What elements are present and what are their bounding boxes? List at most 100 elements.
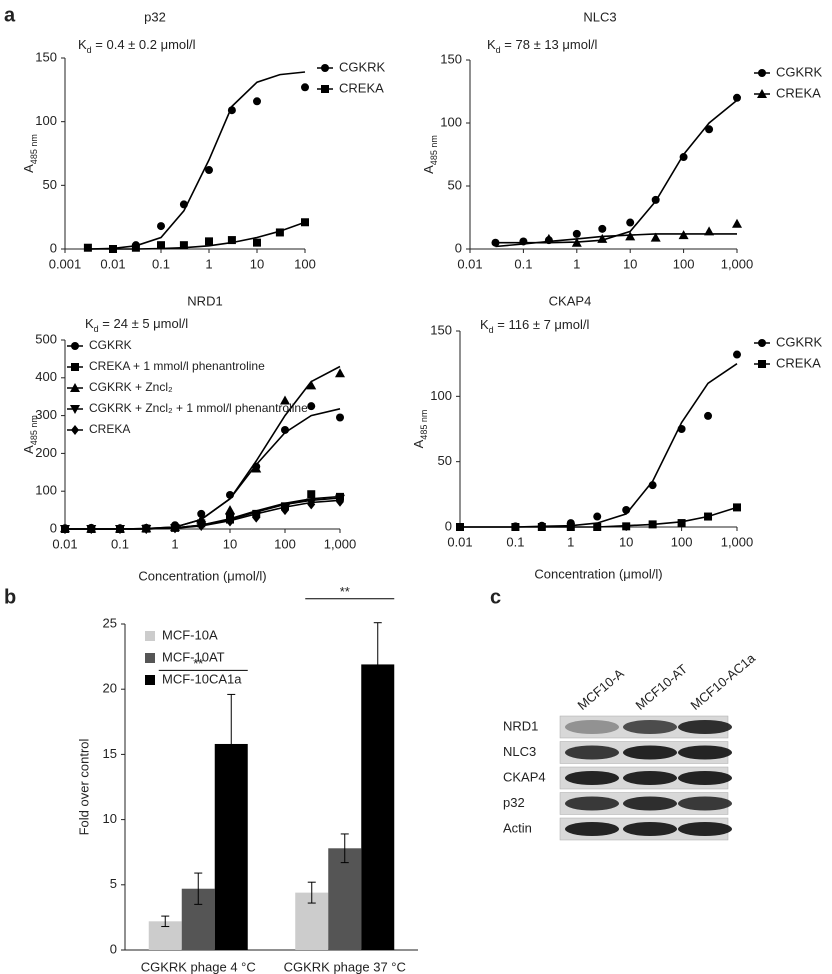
marker [593, 523, 602, 531]
bar [328, 848, 362, 950]
y-tick-label: 0 [110, 941, 117, 956]
y-tick-label: 100 [35, 113, 57, 128]
marker [307, 490, 316, 499]
marker [87, 524, 96, 534]
marker [157, 241, 165, 250]
y-tick-label: 5 [110, 876, 117, 891]
x-tick-label: 0.1 [152, 256, 170, 271]
fit-line [460, 363, 738, 528]
legend-label: MCF-10AT [162, 649, 225, 664]
x-tick-label: 1,000 [721, 534, 754, 549]
y-axis-label-sub: 485 nm [29, 415, 39, 445]
y-axis-label-main: A [21, 164, 36, 173]
marker [225, 505, 235, 515]
y-axis-label: A485 nm [21, 134, 39, 173]
blot-band [623, 745, 677, 760]
y-axis-label: A485 nm [21, 415, 39, 454]
legend-label: CGKRK [89, 338, 132, 352]
marker [733, 503, 741, 512]
marker [307, 402, 316, 411]
marker [321, 85, 329, 93]
marker [679, 153, 688, 162]
annotation-text: = 116 ± 7 μmol/l [494, 317, 590, 332]
marker [71, 425, 79, 435]
x-tick-label: 0.01 [52, 536, 77, 551]
chart-title: p32 [144, 9, 166, 24]
y-tick-label: 25 [103, 615, 117, 630]
legend-label: MCF-10CA1a [162, 671, 242, 686]
annotation-sub: d [496, 45, 501, 55]
marker [301, 83, 309, 92]
blot-band [565, 822, 619, 836]
x-tick-label: 1 [171, 536, 178, 551]
marker [179, 241, 188, 250]
fit-line [495, 233, 737, 248]
marker [301, 218, 309, 227]
row-label: Actin [503, 820, 532, 835]
x-tick-label: CGKRK phage 37 °C [284, 959, 406, 974]
marker [280, 395, 290, 405]
chart-title: NRD1 [187, 293, 222, 308]
marker [142, 524, 151, 534]
marker [253, 97, 261, 106]
marker [321, 64, 329, 72]
marker [227, 106, 236, 115]
marker [677, 519, 686, 528]
bar [361, 664, 395, 950]
marker [704, 411, 713, 420]
blot-band [678, 771, 732, 785]
marker [566, 523, 575, 531]
marker [625, 231, 636, 241]
x-tick-label: 0.01 [447, 534, 472, 549]
x-tick-label: 0.01 [100, 256, 125, 271]
x-tick-label: 1 [567, 534, 574, 549]
blot-band [623, 720, 677, 734]
x-tick-label: 100 [671, 534, 693, 549]
significance-label: ** [340, 584, 350, 599]
y-tick-label: 0 [455, 240, 462, 255]
marker [71, 363, 79, 371]
marker [252, 512, 261, 523]
x-tick-label: 0.001 [49, 256, 82, 271]
marker [593, 512, 602, 521]
blot-band [678, 720, 732, 734]
fit-line [87, 71, 306, 250]
lane-label: MCF10-AT [632, 661, 690, 713]
x-tick-label: 0.01 [457, 256, 482, 271]
marker [335, 368, 345, 378]
x-tick-label: 0.1 [506, 534, 524, 549]
annotation-text: = 0.4 ± 0.2 μmol/l [92, 37, 196, 52]
x-tick-label: 1 [205, 256, 212, 271]
error-bar [227, 693, 236, 795]
y-tick-label: 10 [103, 811, 117, 826]
marker [205, 166, 213, 175]
fit-line [495, 99, 738, 244]
legend-label: CREKA [339, 80, 384, 95]
legend-label: CGKRK + Zncl₂ + 1 mmol/l phenantroline [89, 401, 308, 415]
x-axis-label: Concentration (μmol/l) [138, 568, 266, 583]
annotation-sub: d [94, 324, 99, 334]
marker [251, 463, 262, 473]
annotation: Kd = 116 ± 7 μmol/l [480, 317, 589, 335]
x-axis-label: Concentration (μmol/l) [534, 566, 662, 581]
error-bar [340, 833, 349, 864]
marker [109, 245, 117, 253]
legend-label: CREKA + 1 mmol/l phenantroline [89, 359, 265, 373]
marker [704, 512, 713, 521]
y-tick-label: 150 [430, 322, 452, 337]
y-tick-label: 50 [43, 177, 57, 192]
legend-swatch [145, 653, 155, 663]
marker [733, 350, 741, 359]
row-label: CKAP4 [503, 769, 546, 784]
marker [281, 505, 289, 516]
y-tick-label: 100 [430, 388, 452, 403]
marker [281, 425, 289, 434]
annotation-sub: d [489, 325, 494, 335]
marker [275, 228, 284, 237]
marker [572, 229, 581, 238]
x-tick-label: 10 [623, 256, 637, 271]
annotation-k: K [480, 317, 489, 332]
marker [677, 425, 686, 433]
panel-label: a [4, 4, 16, 26]
